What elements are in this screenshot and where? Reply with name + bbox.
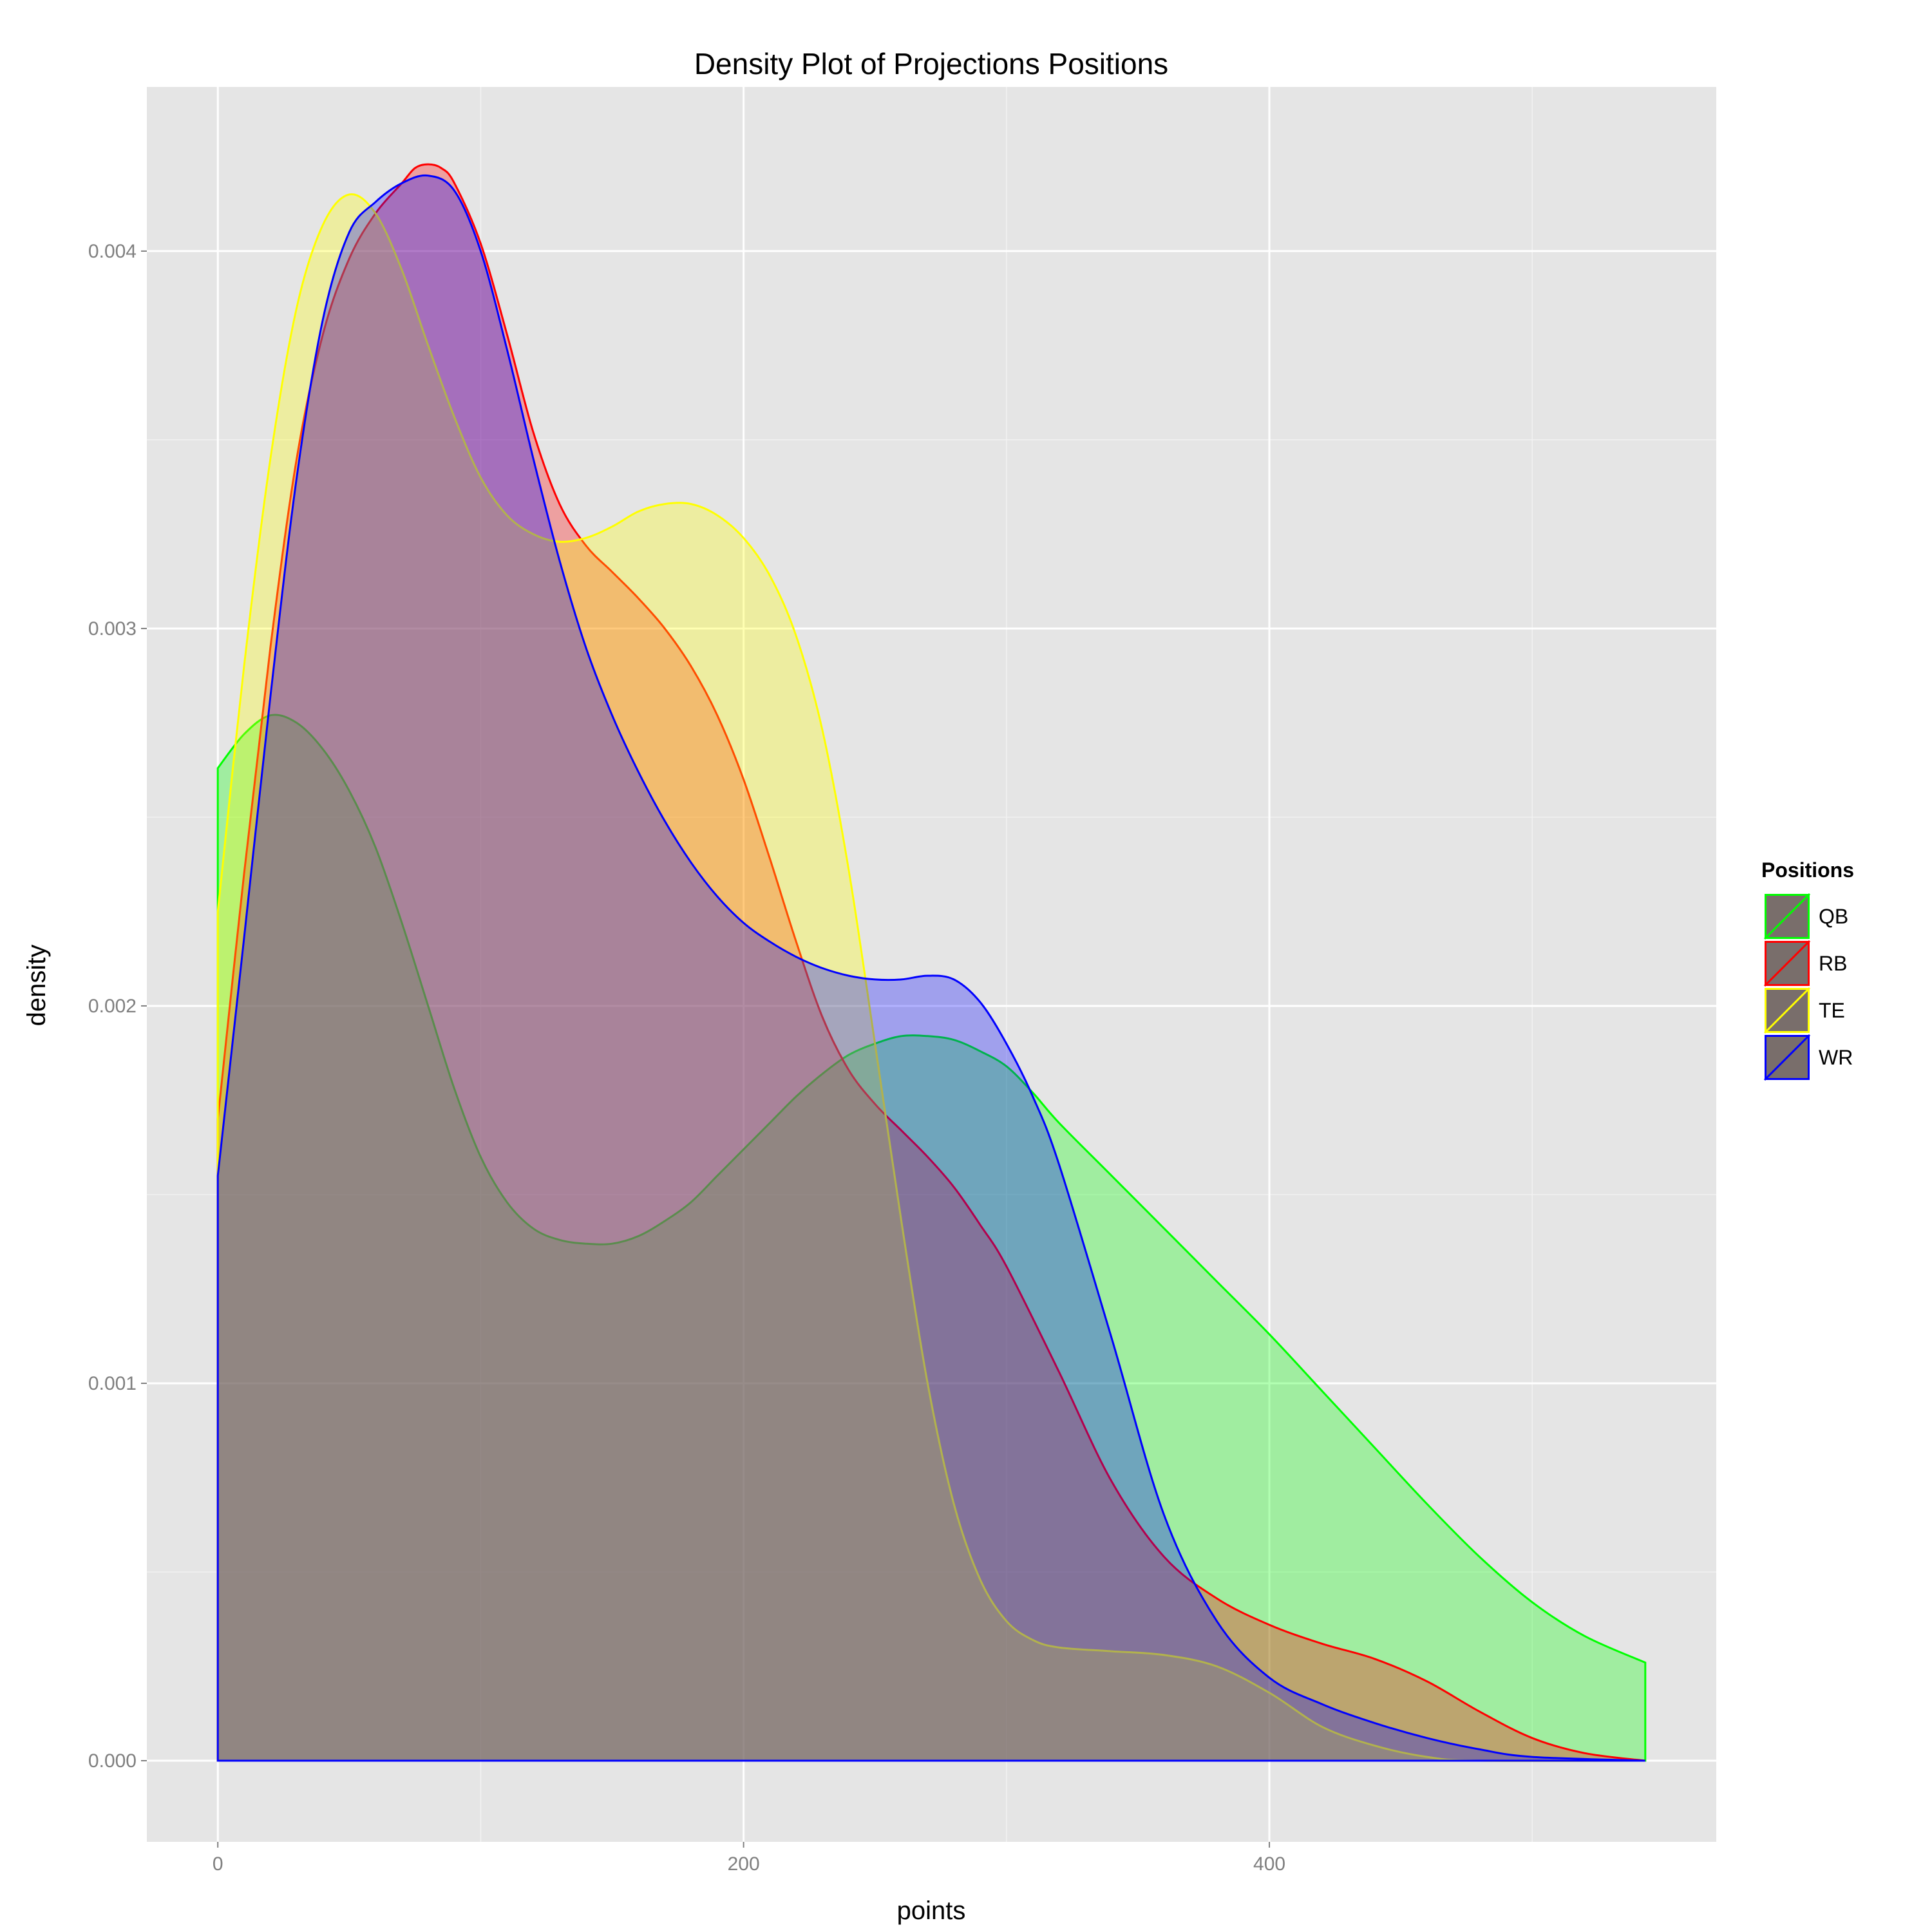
- legend-key-te: [1763, 987, 1811, 1034]
- y-tick-label: 0.001: [88, 1373, 137, 1394]
- y-axis-title: density: [23, 945, 51, 1027]
- legend-key-qb: [1763, 893, 1811, 940]
- y-tick-label: 0.003: [88, 618, 137, 639]
- legend-label-rb: RB: [1819, 952, 1847, 975]
- plot-panel: [147, 87, 1716, 1842]
- density-area-te: [216, 193, 1645, 1762]
- density-areas: [216, 163, 1647, 1762]
- minor-gridlines: [147, 87, 1716, 1842]
- x-tick-label: 200: [728, 1853, 760, 1875]
- density-area-rb: [216, 163, 1645, 1762]
- legend-label-qb: QB: [1819, 905, 1848, 928]
- x-tick-label: 400: [1253, 1853, 1285, 1875]
- density-area-wr: [216, 174, 1645, 1762]
- x-axis: 0 200 400: [213, 1842, 1285, 1875]
- x-tick-label: 0: [213, 1853, 223, 1875]
- y-tick-label: 0.002: [88, 996, 137, 1017]
- legend: Positions QB RB TE WR: [1761, 858, 1854, 1081]
- legend-key-wr: [1763, 1034, 1811, 1081]
- legend-key-rb: [1763, 940, 1811, 987]
- legend-label-wr: WR: [1819, 1046, 1853, 1069]
- chart-title: Density Plot of Projections Positions: [694, 47, 1168, 80]
- density-area-qb: [216, 714, 1647, 1762]
- y-axis: 0.000 0.001 0.002 0.003 0.004: [88, 241, 147, 1772]
- legend-label-te: TE: [1819, 999, 1845, 1022]
- legend-title: Positions: [1761, 858, 1854, 882]
- y-tick-label: 0.004: [88, 241, 137, 262]
- x-axis-title: points: [897, 1897, 966, 1925]
- y-tick-label: 0.000: [88, 1750, 137, 1772]
